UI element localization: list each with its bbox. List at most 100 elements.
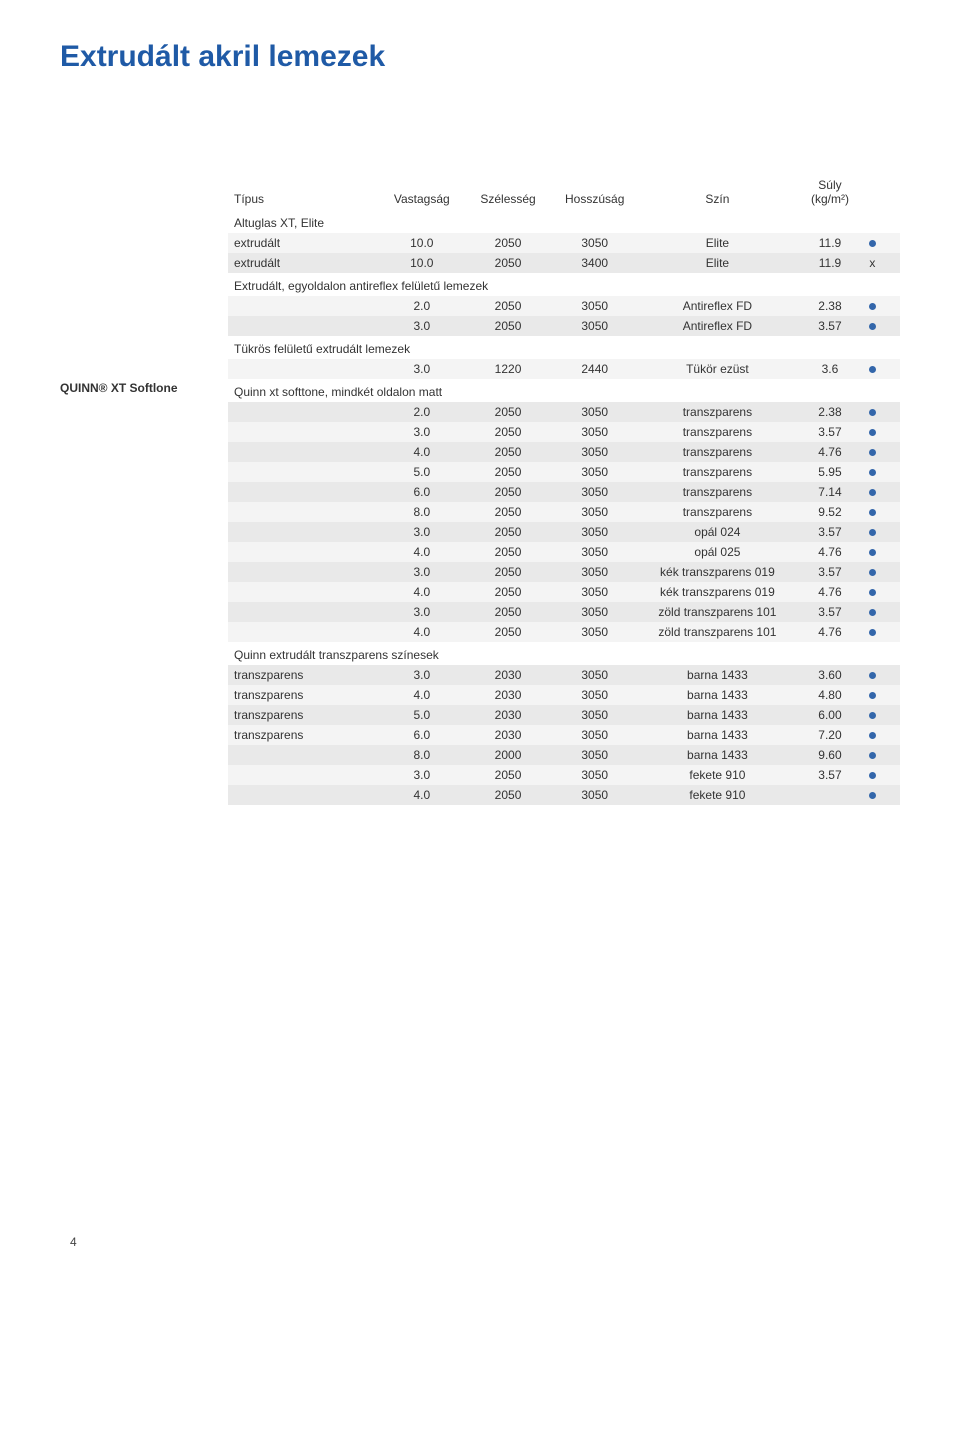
cell: 2440 (551, 359, 638, 379)
cell: 9.52 (797, 502, 864, 522)
cell (228, 316, 379, 336)
mark-cell (863, 359, 900, 379)
mark-cell: x (863, 253, 900, 273)
table-row: 2.020503050Antireflex FD2.38 (228, 296, 900, 316)
cell: 3050 (551, 296, 638, 316)
cell: transzparens (638, 462, 796, 482)
cell: 4.80 (797, 685, 864, 705)
cell: 2.38 (797, 402, 864, 422)
cell: 3050 (551, 562, 638, 582)
x-icon: x (869, 256, 875, 270)
mark-cell (863, 402, 900, 422)
cell: 4.76 (797, 542, 864, 562)
table-row: 2.020503050transzparens2.38 (228, 402, 900, 422)
cell: 10.0 (379, 233, 465, 253)
table-row: 5.020503050transzparens5.95 (228, 462, 900, 482)
cell: 2050 (465, 233, 551, 253)
section-label: Extrudált, egyoldalon antireflex felület… (228, 273, 900, 296)
cell: Elite (638, 253, 796, 273)
cell: 1220 (465, 359, 551, 379)
mark-cell (863, 665, 900, 685)
cell: 4.0 (379, 622, 465, 642)
cell: 5.0 (379, 462, 465, 482)
cell: 2050 (465, 582, 551, 602)
table-row: extrudált10.020503400Elite11.9x (228, 253, 900, 273)
cell: Tükör ezüst (638, 359, 796, 379)
cell: 3.0 (379, 602, 465, 622)
mark-cell (863, 582, 900, 602)
section-row: Quinn extrudált transzparens színesek (228, 642, 900, 665)
cell (228, 359, 379, 379)
cell (228, 422, 379, 442)
cell: Antireflex FD (638, 296, 796, 316)
cell (228, 745, 379, 765)
dot-icon (869, 449, 876, 456)
cell: transzparens (638, 402, 796, 422)
mark-cell (863, 602, 900, 622)
cell (228, 296, 379, 316)
table-row: transzparens4.020303050barna 14334.80 (228, 685, 900, 705)
cell: 3.0 (379, 665, 465, 685)
cell: 2050 (465, 442, 551, 462)
dot-icon (869, 509, 876, 516)
cell: barna 1433 (638, 685, 796, 705)
table-row: 4.020503050transzparens4.76 (228, 442, 900, 462)
cell: 3.0 (379, 765, 465, 785)
cell: 7.14 (797, 482, 864, 502)
cell: 3050 (551, 542, 638, 562)
cell: transzparens (228, 725, 379, 745)
page-number: 4 (60, 1235, 900, 1249)
cell: transzparens (228, 705, 379, 725)
mark-cell (863, 422, 900, 442)
cell: 2.38 (797, 296, 864, 316)
cell: 4.0 (379, 582, 465, 602)
cell: 2050 (465, 296, 551, 316)
dot-icon (869, 672, 876, 679)
mark-cell (863, 785, 900, 805)
dot-icon (869, 712, 876, 719)
cell (228, 785, 379, 805)
table-row: 3.020503050kék transzparens 0193.57 (228, 562, 900, 582)
cell: 2030 (465, 705, 551, 725)
cell: 2050 (465, 482, 551, 502)
cell (228, 582, 379, 602)
table-row: transzparens6.020303050barna 14337.20 (228, 725, 900, 745)
cell: 2050 (465, 785, 551, 805)
section-label: Altuglas XT, Elite (228, 210, 900, 233)
cell: barna 1433 (638, 665, 796, 685)
cell: 2030 (465, 665, 551, 685)
mark-cell (863, 316, 900, 336)
th-mark (863, 174, 900, 210)
cell: 3050 (551, 233, 638, 253)
cell: 3050 (551, 665, 638, 685)
cell: 8.0 (379, 745, 465, 765)
th-type: Típus (228, 174, 379, 210)
table-row: 3.020503050transzparens3.57 (228, 422, 900, 442)
section-row: Tükrös felületű extrudált lemezek (228, 336, 900, 359)
table-row: 3.020503050opál 0243.57 (228, 522, 900, 542)
dot-icon (869, 792, 876, 799)
section-row: Quinn xt softtone, mindkét oldalon matt (228, 379, 900, 402)
cell: 2000 (465, 745, 551, 765)
cell: 6.0 (379, 725, 465, 745)
cell (228, 522, 379, 542)
cell: 3.0 (379, 359, 465, 379)
mark-cell (863, 745, 900, 765)
mark-cell (863, 502, 900, 522)
cell: 3050 (551, 745, 638, 765)
cell: transzparens (638, 502, 796, 522)
cell: barna 1433 (638, 705, 796, 725)
cell: transzparens (228, 685, 379, 705)
cell: 2050 (465, 542, 551, 562)
table-row: 4.020503050kék transzparens 0194.76 (228, 582, 900, 602)
cell: transzparens (638, 482, 796, 502)
cell: fekete 910 (638, 785, 796, 805)
cell: Elite (638, 233, 796, 253)
cell (228, 402, 379, 422)
mark-cell (863, 562, 900, 582)
brand-label: QUINN® XT Softlone (60, 174, 210, 395)
cell: 3050 (551, 316, 638, 336)
section-label: Quinn xt softtone, mindkét oldalon matt (228, 379, 900, 402)
cell: 2.0 (379, 296, 465, 316)
cell: 2050 (465, 522, 551, 542)
